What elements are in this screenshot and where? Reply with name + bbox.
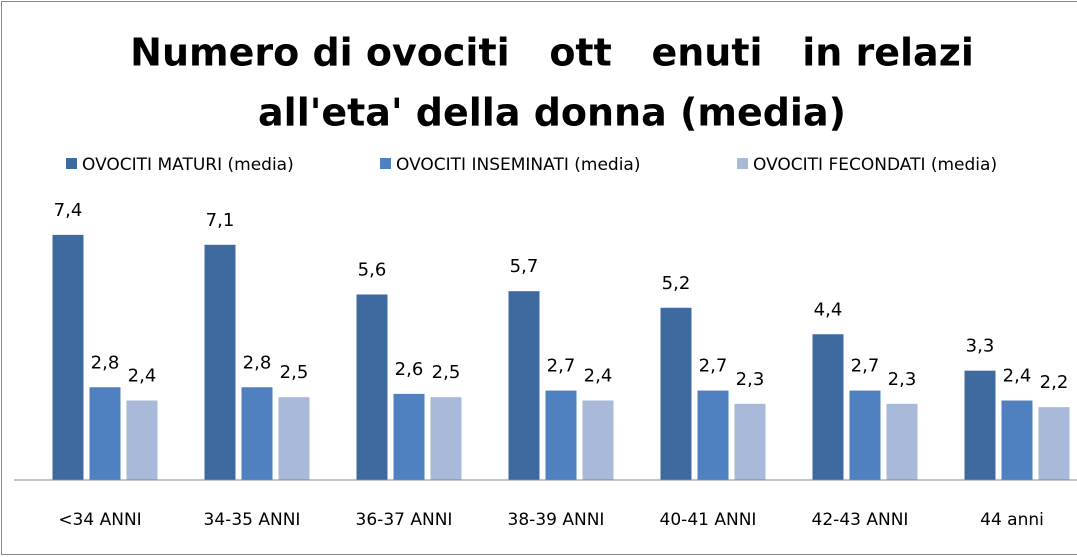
data-label: 2,3 (888, 369, 917, 390)
data-label: 2,7 (851, 356, 880, 377)
bar (886, 403, 918, 480)
bar (734, 403, 766, 480)
bar (508, 291, 540, 480)
bar (356, 294, 388, 480)
bar (1038, 407, 1070, 480)
x-tick-label: 36-37 ANNI (356, 510, 453, 530)
data-label: 2,7 (699, 356, 728, 377)
bar (393, 393, 425, 480)
x-tick-label: 42-43 ANNI (812, 510, 909, 530)
data-label: 2,5 (280, 362, 309, 383)
bar (204, 244, 236, 480)
data-label: 2,4 (584, 366, 613, 387)
bar (660, 307, 692, 480)
legend-swatch (737, 158, 748, 169)
data-label: 2,8 (91, 352, 120, 373)
data-label: 2,2 (1040, 372, 1069, 393)
legend-label: OVOCITI FECONDATI (media) (753, 155, 997, 175)
data-label: 3,3 (966, 336, 995, 357)
data-label: 5,2 (662, 273, 691, 294)
bar (812, 334, 844, 480)
bar (89, 387, 121, 480)
bar (964, 370, 996, 480)
legend-swatch (380, 158, 391, 169)
chart-title: Numero di ovociti ott enuti in relazi (130, 31, 974, 75)
bar (849, 390, 881, 480)
x-tick-label: 34-35 ANNI (204, 510, 301, 530)
data-label: 4,4 (814, 299, 843, 320)
bar (278, 397, 310, 480)
bar (1001, 400, 1033, 480)
x-tick-label: 40-41 ANNI (660, 510, 757, 530)
data-label: 5,7 (510, 256, 539, 277)
bar (582, 400, 614, 480)
data-label: 2,4 (1003, 366, 1032, 387)
legend-label: OVOCITI INSEMINATI (media) (396, 155, 640, 175)
data-label: 7,4 (54, 200, 83, 221)
legend-swatch (66, 158, 77, 169)
x-tick-label: <34 ANNI (58, 510, 141, 530)
bar (52, 234, 84, 480)
bar (126, 400, 158, 480)
data-label: 2,3 (736, 369, 765, 390)
data-label: 2,5 (432, 362, 461, 383)
chart-title: all'eta' della donna (media) (258, 91, 846, 135)
x-tick-label: 44 anni (980, 510, 1044, 530)
data-label: 2,8 (243, 352, 272, 373)
data-label: 2,6 (395, 359, 424, 380)
data-label: 5,6 (358, 260, 387, 281)
data-label: 2,7 (547, 356, 576, 377)
bar (697, 390, 729, 480)
x-tick-label: 38-39 ANNI (508, 510, 605, 530)
bar (545, 390, 577, 480)
bar (430, 397, 462, 480)
bar (241, 387, 273, 480)
data-label: 2,4 (128, 366, 157, 387)
data-label: 7,1 (206, 210, 235, 231)
legend-label: OVOCITI MATURI (media) (82, 155, 294, 175)
